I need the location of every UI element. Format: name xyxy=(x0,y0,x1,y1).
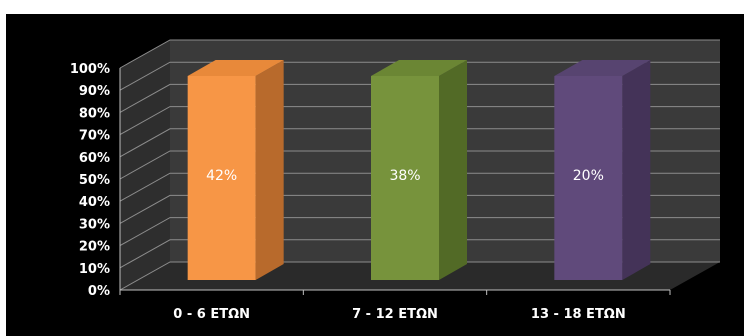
gridline xyxy=(119,194,720,224)
data-label: 38% xyxy=(389,168,420,184)
bar: 38% xyxy=(371,60,467,280)
gridline xyxy=(119,261,720,291)
gridline xyxy=(119,83,720,113)
y-tick-label: 100% xyxy=(70,62,110,77)
gridline xyxy=(119,239,720,269)
y-tick-label: 40% xyxy=(79,195,110,210)
x-tick-label: 13 - 18 ΕΤΩΝ xyxy=(531,307,626,322)
gridline xyxy=(119,217,720,247)
y-tick-label: 90% xyxy=(79,84,110,99)
bar-side xyxy=(439,60,467,280)
y-tick-label: 70% xyxy=(79,129,110,144)
bar-top xyxy=(187,60,284,76)
bar-front xyxy=(371,76,439,280)
bar-front xyxy=(187,76,256,280)
bar-front xyxy=(554,76,623,280)
gridline xyxy=(119,172,720,202)
bar-top xyxy=(554,60,651,76)
y-tick-label: 0% xyxy=(88,284,110,299)
bar-side xyxy=(255,60,284,280)
bar: 42% xyxy=(187,60,284,280)
y-tick-label: 50% xyxy=(79,173,110,188)
y-tick-label: 60% xyxy=(79,151,110,166)
data-label: 42% xyxy=(206,168,237,184)
gridline xyxy=(119,61,720,91)
x-tick-label: 7 - 12 ΕΤΩΝ xyxy=(352,307,438,322)
bar: 20% xyxy=(554,60,651,280)
y-tick-label: 20% xyxy=(79,240,110,255)
y-tick-label: 30% xyxy=(79,217,110,232)
gridline xyxy=(119,106,720,136)
bar-side xyxy=(622,60,651,280)
gridline xyxy=(119,39,720,69)
gridline xyxy=(119,150,720,180)
x-tick-label: 0 - 6 ΕΤΩΝ xyxy=(173,307,250,322)
data-label: 20% xyxy=(573,168,604,184)
y-tick-label: 10% xyxy=(79,262,110,277)
y-tick-label: 80% xyxy=(79,106,110,121)
gridline xyxy=(119,128,720,158)
bar-top xyxy=(371,60,467,76)
